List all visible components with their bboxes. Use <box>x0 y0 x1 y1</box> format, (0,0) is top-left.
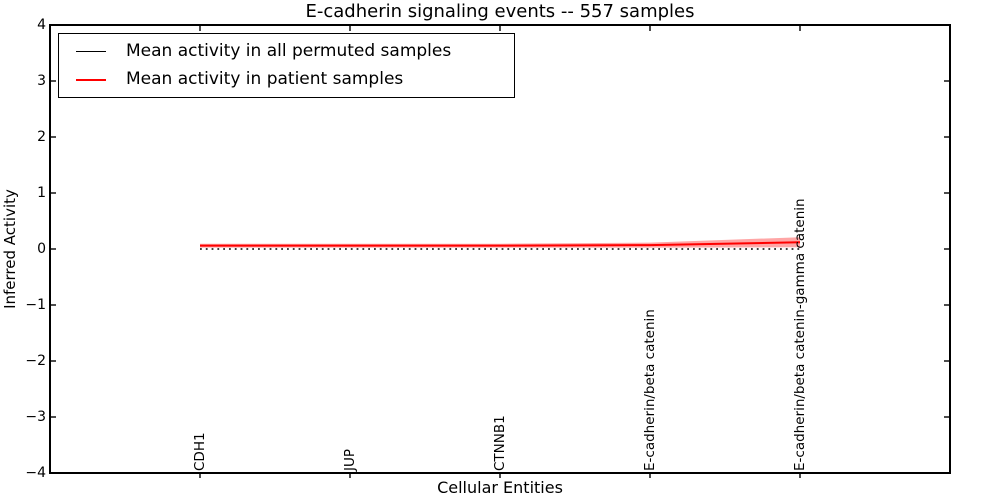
y-tick-label: 2 <box>37 129 46 145</box>
y-tick-label: −3 <box>25 409 46 425</box>
x-axis-label: Cellular Entities <box>437 478 563 497</box>
y-tick-label: 1 <box>37 185 46 201</box>
legend-line-sample-black <box>76 51 106 52</box>
y-tick-label: −4 <box>25 465 46 481</box>
x-tick-label: CDH1 <box>192 432 208 471</box>
legend-label-permuted: Mean activity in all permuted samples <box>126 41 452 61</box>
legend-label-patient: Mean activity in patient samples <box>126 69 404 89</box>
y-tick-label: 3 <box>37 73 46 89</box>
y-tick-label: −1 <box>25 297 46 313</box>
legend-line-sample-red <box>76 78 106 81</box>
y-tick-label: 0 <box>37 241 46 257</box>
y-tick-label: 4 <box>37 17 46 33</box>
x-tick-label: JUP <box>342 448 358 471</box>
x-tick-label: CTNNB1 <box>492 415 508 471</box>
legend-item-patient: Mean activity in patient samples <box>76 69 514 90</box>
chart-title: E-cadherin signaling events -- 557 sampl… <box>305 1 695 22</box>
y-tick-label: −2 <box>25 353 46 369</box>
legend-item-permuted: Mean activity in all permuted samples <box>76 41 514 62</box>
legend: Mean activity in all permuted samples Me… <box>58 33 515 98</box>
x-tick-label: E-cadherin/beta catenin-gamma catenin <box>792 198 808 471</box>
x-tick-label: E-cadherin/beta catenin <box>642 309 658 471</box>
